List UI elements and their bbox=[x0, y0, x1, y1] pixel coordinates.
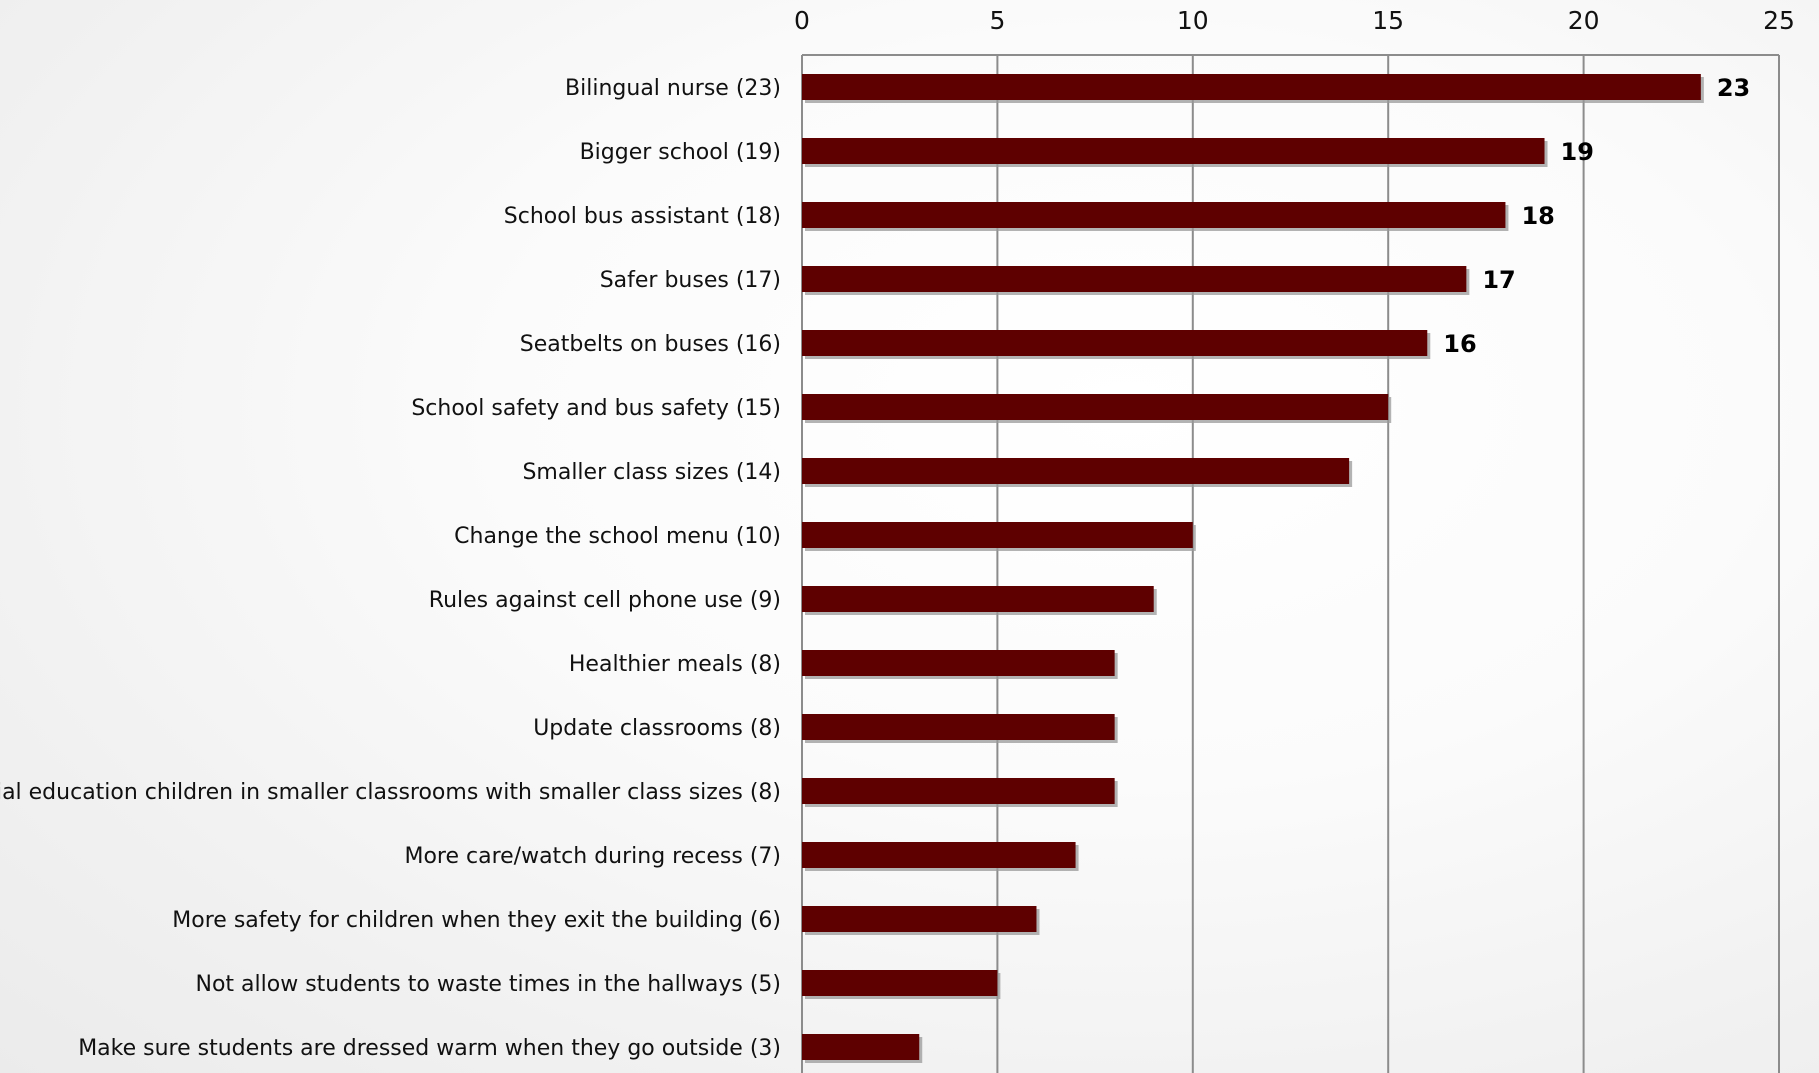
category-label-3: School bus assistant (18) bbox=[504, 204, 781, 229]
bars bbox=[802, 74, 1704, 1063]
category-label-14: More safety for children when they exit … bbox=[172, 908, 781, 933]
bar-9 bbox=[802, 586, 1154, 612]
bar-4 bbox=[802, 266, 1467, 292]
bar-2 bbox=[802, 138, 1545, 164]
data-label-1: 23 bbox=[1717, 74, 1750, 102]
bar-7 bbox=[802, 458, 1350, 484]
category-label-5: Seatbelts on buses (16) bbox=[520, 332, 781, 357]
data-label-3: 18 bbox=[1521, 202, 1554, 230]
category-label-11: Update classrooms (8) bbox=[533, 716, 781, 741]
x-tick-label-15: 15 bbox=[1372, 6, 1404, 35]
category-label-10: Healthier meals (8) bbox=[569, 652, 781, 677]
bar-16 bbox=[802, 1034, 920, 1060]
x-tick-label-25: 25 bbox=[1763, 6, 1795, 35]
x-tick-label-0: 0 bbox=[794, 6, 810, 35]
category-label-2: Bigger school (19) bbox=[580, 140, 781, 165]
bar-13 bbox=[802, 842, 1076, 868]
bar-6 bbox=[802, 394, 1389, 420]
category-label-1: Bilingual nurse (23) bbox=[565, 76, 781, 101]
bar-1 bbox=[802, 74, 1701, 100]
category-label-7: Smaller class sizes (14) bbox=[522, 460, 781, 485]
bar-11 bbox=[802, 714, 1115, 740]
category-label-15: Not allow students to waste times in the… bbox=[196, 972, 781, 997]
bar-3 bbox=[802, 202, 1506, 228]
category-label-8: Change the school menu (10) bbox=[454, 524, 781, 549]
bar-15 bbox=[802, 970, 998, 996]
category-label-4: Safer buses (17) bbox=[600, 268, 781, 293]
x-tick-label-20: 20 bbox=[1568, 6, 1600, 35]
data-labels: 23 19 18 17 16 bbox=[1443, 74, 1750, 358]
data-label-2: 19 bbox=[1561, 138, 1594, 166]
x-tick-label-10: 10 bbox=[1177, 6, 1209, 35]
bar-12 bbox=[802, 778, 1115, 804]
x-axis-ticks: 0 5 10 15 20 25 bbox=[794, 6, 1795, 35]
data-label-5: 16 bbox=[1443, 330, 1476, 358]
category-labels: Bilingual nurse (23) Bigger school (19) Sc… bbox=[0, 76, 781, 1061]
category-label-9: Rules against cell phone use (9) bbox=[429, 588, 781, 613]
data-label-4: 17 bbox=[1482, 266, 1515, 294]
bar-5 bbox=[802, 330, 1428, 356]
bar-14 bbox=[802, 906, 1037, 932]
category-label-12: Special education children in smaller cl… bbox=[0, 780, 781, 805]
x-tick-label-5: 5 bbox=[989, 6, 1005, 35]
category-label-6: School safety and bus safety (15) bbox=[411, 396, 781, 421]
bar-8 bbox=[802, 522, 1193, 548]
bar-10 bbox=[802, 650, 1115, 676]
category-label-13: More care/watch during recess (7) bbox=[404, 844, 781, 869]
category-label-16: Make sure students are dressed warm when… bbox=[78, 1036, 781, 1061]
